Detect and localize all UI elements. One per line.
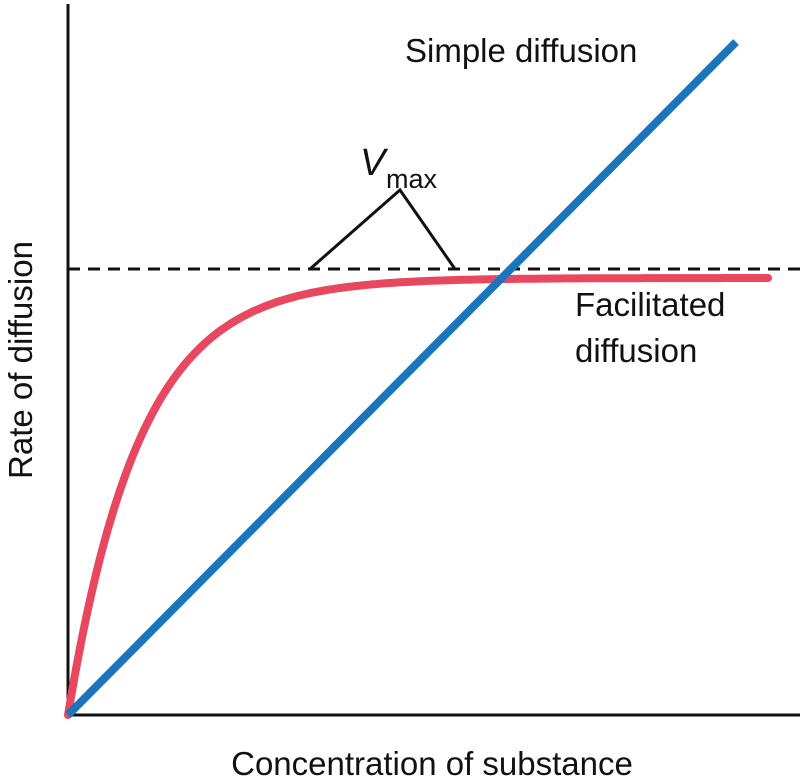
facilitated-label: diffusion	[575, 332, 697, 369]
vmax-symbol: V	[360, 142, 389, 184]
simple-line	[65, 39, 739, 718]
simple-label: Simple diffusion	[405, 32, 637, 69]
facilitated-label: Facilitated	[575, 286, 725, 323]
facilitated-curve	[64, 274, 772, 719]
x-axis-label: Concentration of substance	[231, 745, 633, 782]
vmax-subscript: max	[386, 164, 438, 194]
vmax-pointer	[309, 187, 457, 271]
y-axis-label: Rate of diffusion	[2, 241, 39, 479]
